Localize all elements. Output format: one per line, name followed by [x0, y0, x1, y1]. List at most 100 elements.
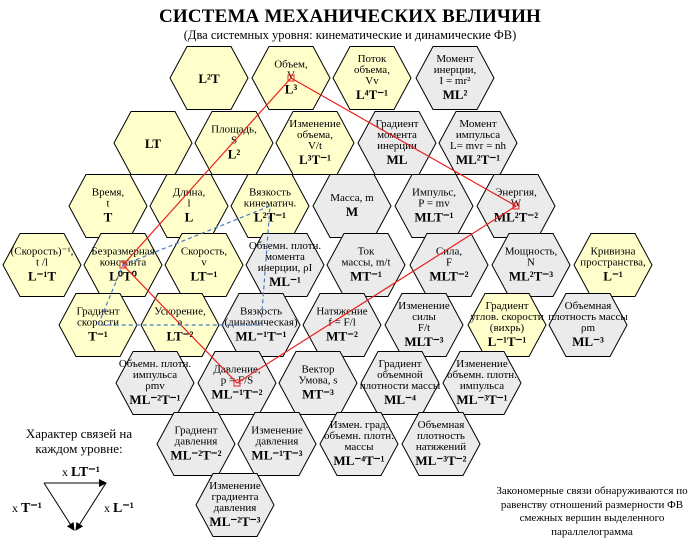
- legend-top-label: x LT⁻¹: [62, 465, 100, 480]
- hex-name-line: P = mv: [418, 198, 450, 210]
- hex-name-line: F: [446, 257, 452, 269]
- hex-shape: [245, 233, 325, 297]
- hex-shape: [237, 412, 317, 476]
- hex-name-line: t: [106, 198, 109, 210]
- hex-name-line: Изменение: [209, 480, 261, 492]
- hex-name-line: Градиент: [375, 118, 418, 130]
- note-text: Закономерные связи обнаруживаются по рав…: [496, 485, 688, 538]
- hex-name-line: массы: [345, 441, 375, 453]
- hex-shape: [58, 293, 138, 357]
- hex-name-line: импульса: [456, 129, 500, 141]
- hex-mass: Масса, mM: [312, 174, 392, 238]
- hex-name-line: Градиент: [174, 425, 217, 437]
- hex-name-line: Vv: [365, 75, 379, 87]
- page-title: СИСТЕМА МЕХАНИЧЕСКИХ ВЕЛИЧИН: [158, 6, 542, 27]
- hex-name-line: инерции,: [434, 64, 477, 76]
- hex-formula: L³: [285, 82, 298, 97]
- hex-name-line: Безразмерная: [91, 246, 154, 258]
- hex-name-line: Масса, m: [330, 192, 374, 204]
- blue-parallelogram: [97, 205, 271, 326]
- hex-formula: T: [104, 210, 113, 225]
- hex-formula: MT⁻¹: [350, 269, 382, 284]
- hex-formula: ML⁻³T⁻²: [415, 453, 466, 468]
- hex-shape: [573, 233, 653, 297]
- hex-formula: ML²T⁻¹: [456, 152, 500, 167]
- hex-name-line: Изменение: [251, 425, 303, 437]
- hex-name-line: l: [187, 198, 190, 210]
- legend-arrow: [75, 482, 107, 531]
- hex-shape: [2, 233, 82, 297]
- hex-L2T: L²T: [169, 46, 249, 110]
- hex-name-line: Измен. град.: [330, 419, 389, 431]
- hex-name-line: плотности массы: [360, 380, 441, 392]
- hex-shape: [491, 233, 571, 297]
- hex-name-line: v: [201, 257, 207, 269]
- hex-formula: ML⁻²T⁻³: [209, 514, 260, 529]
- hex-shape: [332, 46, 412, 110]
- hex-name-line: Объемная: [418, 419, 465, 431]
- hex-name-line: инерции, ρI: [258, 262, 313, 274]
- hex-name-line: объемн. плотн.: [447, 369, 517, 381]
- hex-shape: [384, 293, 464, 357]
- hex-shape: [409, 233, 489, 297]
- hex-name-line: Ток: [358, 246, 375, 258]
- hex-name-line: Вязкость: [240, 306, 282, 318]
- hex-name-line: F/t: [418, 322, 430, 334]
- hex-formula: MT⁻²: [326, 329, 358, 344]
- hex-formula: ML⁻¹T⁻¹: [235, 329, 286, 344]
- hex-formula: ML⁻²T⁻¹: [129, 392, 180, 407]
- hex-shape: [302, 293, 382, 357]
- hex-formula: T⁻¹: [88, 329, 108, 344]
- hex-time: Время,tT: [68, 174, 148, 238]
- hex-formula: ML: [387, 152, 408, 167]
- hex-name-line: массы, m/t: [341, 257, 390, 269]
- hex-name-line: a: [178, 317, 183, 329]
- hex-name-line: объемн. плотн.: [324, 430, 394, 442]
- hex-formula: ML⁻³T⁻¹: [456, 392, 507, 407]
- red-parallelogram: [122, 77, 518, 384]
- hex-LT: LT: [113, 111, 193, 175]
- red-vertex-marker: [287, 74, 295, 82]
- hex-shape: [164, 233, 244, 297]
- hex-name-line: градиента: [212, 491, 259, 503]
- hex-name-line: инерции: [377, 140, 417, 152]
- hex-shape: [319, 412, 399, 476]
- hex-formula: MLT⁻¹: [414, 210, 453, 225]
- hex-dynamic-viscosity: Вязкость(динамическая)ML⁻¹T⁻¹: [221, 293, 301, 357]
- hex-name-line: скорости: [77, 317, 119, 329]
- hex-name-line: Градиент: [378, 358, 421, 370]
- hex-formula: MT⁻³: [302, 387, 334, 402]
- hex-name-line: ρmv: [145, 380, 165, 392]
- hex-name-line: плотность массы: [548, 311, 628, 323]
- hex-name-line: Объемн. плотн.: [119, 358, 192, 370]
- hex-grid: L²TОбъем,VL³Потокобъема,VvL⁴T⁻¹Моментине…: [2, 46, 653, 537]
- red-vertex-marker: [119, 261, 127, 269]
- hex-formula: ML²: [443, 87, 468, 102]
- hex-name-line: давления: [256, 436, 299, 448]
- hex-name-line: Объемная: [565, 300, 612, 312]
- hex-formula: ML⁻¹T⁻³: [251, 448, 302, 463]
- hex-name-line: f = F/l: [328, 317, 356, 329]
- hex-formula: L⁴T⁻¹: [356, 87, 388, 102]
- hex-shape: [442, 351, 522, 415]
- legend-arrow: [43, 482, 75, 531]
- hex-formula: MLT⁻²: [429, 269, 468, 284]
- hex-name-line: силы: [412, 311, 436, 323]
- hex-formula: ML⁻⁴T⁻¹: [333, 453, 384, 468]
